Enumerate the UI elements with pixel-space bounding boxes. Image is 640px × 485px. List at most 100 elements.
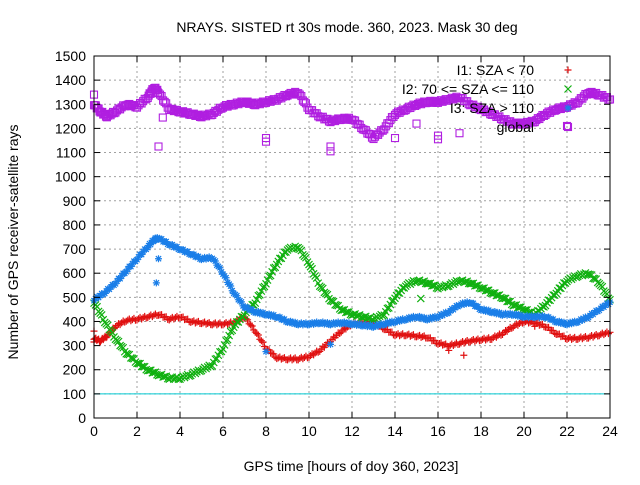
series-2-point [598, 282, 607, 291]
series-1-point [279, 354, 287, 362]
series-1-point [502, 326, 510, 334]
y-tick-label: 1500 [55, 48, 86, 64]
series-2-point [323, 290, 332, 299]
series-3-point [251, 309, 259, 317]
series-4-outlier [390, 134, 400, 143]
series-1-point [514, 321, 522, 329]
chart-title: NRAYS. SISTED rt 30s mode. 360, 2023. Ma… [176, 19, 517, 35]
legend-marker [563, 122, 573, 132]
series-1-point [164, 315, 172, 323]
series-2-point [337, 306, 346, 315]
series-3-point [144, 244, 152, 252]
series-3-point [477, 306, 485, 314]
y-tick-label: 1000 [55, 169, 86, 185]
series-3-point [222, 274, 230, 282]
series-2-point [466, 279, 475, 288]
data-layer [89, 83, 615, 384]
series-3-point [253, 308, 261, 316]
series-3-point [494, 309, 502, 317]
series-3-point [290, 319, 298, 327]
legend-marker [564, 104, 572, 112]
y-tick-label: 1200 [55, 120, 86, 136]
axis-layer: 0 2 4 6 8 10 12 14 16 18 20 22 240100200300400500600… [55, 48, 618, 439]
series-3-point [474, 302, 482, 310]
y-tick-label: 0 [78, 410, 86, 426]
legend-layer: I1: SZA < 70 I2: 70 <= SZA <= 110 I3: SZA … [402, 62, 573, 135]
series-2-point [341, 308, 350, 317]
series-2-point [509, 301, 518, 310]
series-3-outlier [152, 279, 160, 287]
series-2-point [477, 284, 485, 293]
x-tick-label: 14 [387, 423, 403, 439]
series-1-outlier [460, 351, 468, 359]
series-3-point [135, 253, 143, 261]
series-3-point [124, 265, 132, 273]
series-3-point [227, 282, 235, 290]
series-3-point [138, 251, 146, 259]
y-tick-label: 1300 [55, 96, 86, 112]
series-3-point [147, 241, 155, 249]
series-3-point [116, 275, 124, 283]
series-3-point [413, 314, 420, 322]
series-2-point [114, 337, 123, 346]
series-3-point [194, 252, 202, 260]
series-4-group [89, 83, 615, 156]
series-3-point [557, 319, 565, 327]
series-3-point [514, 312, 522, 320]
series-4-outlier [326, 142, 335, 151]
series-3-point [483, 307, 491, 315]
series-2-point [137, 362, 146, 371]
series-1-point [397, 331, 405, 339]
series-1-point [257, 337, 265, 345]
x-tick-label: 6 [219, 423, 227, 439]
series-2-point [108, 328, 117, 337]
series-1-point [204, 319, 212, 327]
series-3-point [257, 309, 265, 317]
series-3-point [264, 311, 272, 319]
series-1-point [434, 340, 442, 348]
series-3-point [554, 318, 562, 326]
series-3-point [545, 313, 553, 321]
series-3-point [158, 235, 166, 243]
series-4-outlier [412, 119, 421, 128]
x-tick-label: 4 [176, 423, 184, 439]
series-2-point [133, 359, 141, 368]
legend-label: I1: SZA < 70 [457, 62, 535, 78]
series-1-point [247, 321, 255, 329]
series-2-point [225, 331, 234, 340]
series-3-point [268, 312, 276, 320]
series-1-point [408, 331, 416, 339]
series-3-point [133, 256, 141, 264]
series-3-group [90, 234, 614, 356]
series-1-point [545, 323, 553, 331]
series-4-outlier [433, 135, 443, 144]
series-4-outlier [562, 121, 572, 131]
y-tick-label: 900 [63, 193, 87, 209]
series-2-point [603, 290, 611, 298]
series-4-outlier [158, 113, 167, 122]
series-3-point [262, 311, 270, 319]
series-1-point [214, 320, 222, 328]
series-2-point [487, 289, 496, 298]
series-3-point [228, 287, 236, 295]
series-3-point [285, 318, 293, 326]
series-1-point [604, 330, 612, 338]
series-1-point [419, 333, 427, 341]
series-3-point [549, 315, 557, 323]
series-1-point [308, 350, 316, 358]
series-2-point [427, 281, 436, 290]
legend-marker [564, 85, 572, 93]
series-2-point [503, 297, 512, 306]
x-tick-label: 24 [602, 423, 618, 439]
legend-label: I2: 70 <= SZA <= 110 [402, 81, 534, 97]
series-3-point [515, 312, 523, 320]
series-1-point [492, 333, 500, 341]
series-1-point [173, 312, 181, 320]
series-3-point [414, 313, 422, 321]
series-1-point [488, 335, 496, 343]
legend-label: global [497, 119, 534, 135]
series-2-outlier [416, 294, 425, 303]
series-2-point [423, 279, 432, 288]
series-1-point [509, 323, 517, 331]
series-3-outlier [155, 255, 162, 263]
